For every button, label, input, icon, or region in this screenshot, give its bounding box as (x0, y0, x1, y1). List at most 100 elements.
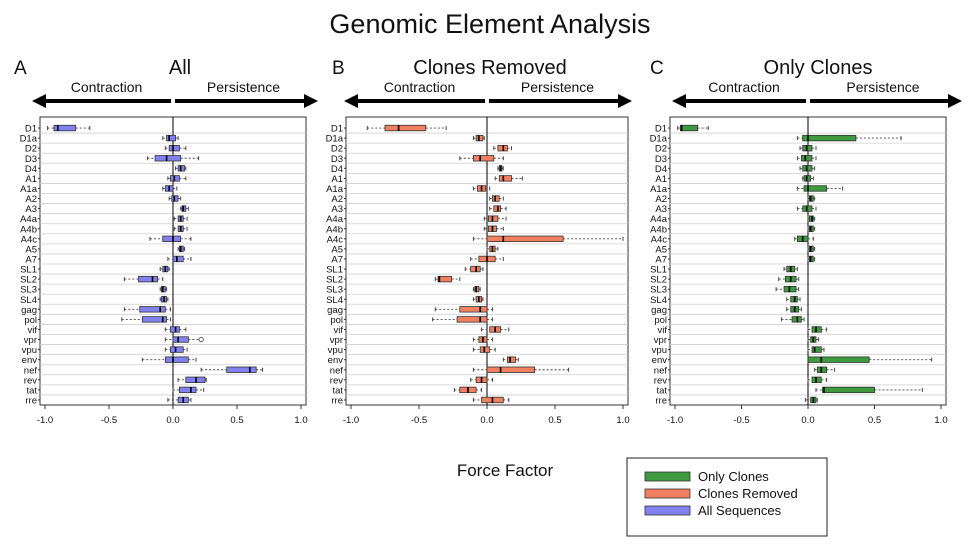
x-tick-label: -1.0 (37, 415, 53, 426)
category-label: nef (24, 365, 38, 376)
contraction-label: Contraction (71, 79, 143, 95)
box (456, 316, 488, 323)
category-label: env (22, 355, 38, 366)
category-label: SL4 (326, 295, 343, 306)
category-label: A4a (650, 214, 668, 225)
category-label: A1 (331, 174, 343, 185)
box (811, 346, 822, 353)
category-label: A5 (655, 244, 667, 255)
box (498, 175, 512, 182)
category-label: vpu (652, 345, 667, 356)
category-label: A1a (326, 184, 344, 195)
category-label: A1 (25, 174, 37, 185)
category-label: rev (654, 375, 667, 386)
category-label: vif (658, 325, 668, 336)
category-label: D3 (655, 154, 667, 165)
legend-label: Only Clones (698, 469, 769, 484)
x-tick-label: 0.0 (480, 415, 493, 426)
category-label: D1a (20, 134, 38, 145)
category-label: D4 (655, 164, 667, 175)
box (472, 155, 495, 162)
category-label: gag (327, 305, 343, 316)
category-label: D2 (655, 144, 667, 155)
x-tick-label: 0.5 (230, 415, 243, 426)
category-label: vpr (654, 335, 667, 346)
persistence-label: Persistence (207, 79, 280, 95)
box (53, 124, 77, 132)
x-tick-label: -1.0 (343, 415, 359, 426)
category-label: rev (24, 375, 37, 386)
category-label: vpr (330, 335, 343, 346)
box (172, 255, 184, 263)
category-label: SL3 (326, 285, 343, 296)
category-label: pol (330, 315, 343, 326)
box (141, 316, 167, 323)
category-label: rre (655, 395, 667, 406)
contraction-arrowhead (672, 94, 686, 108)
contraction-arrowhead (344, 94, 358, 108)
box (437, 275, 453, 283)
category-label: SL1 (326, 265, 343, 276)
category-label: D1 (655, 124, 667, 135)
category-label: D1 (331, 124, 343, 135)
category-label: tat (332, 385, 343, 396)
persistence-arrowhead (304, 94, 318, 108)
x-tick-label: -1.0 (667, 415, 683, 426)
legend-swatch (644, 488, 691, 499)
box (807, 356, 870, 363)
category-label: A2 (25, 194, 37, 205)
category-label: SL3 (650, 285, 667, 296)
x-tick-label: 1.0 (934, 415, 947, 426)
category-label: D2 (25, 144, 37, 155)
panel-title: Clones Removed (413, 57, 566, 79)
box (170, 346, 184, 353)
category-label: nef (330, 365, 344, 376)
box (166, 134, 176, 142)
x-tick-label: 1.0 (294, 415, 307, 426)
box (162, 235, 182, 242)
category-label: SL2 (326, 275, 343, 286)
x-axis-label: Force Factor (457, 461, 554, 480)
category-label: A5 (25, 244, 37, 255)
category-label: SL1 (650, 265, 667, 276)
box (138, 275, 159, 283)
box (154, 155, 182, 162)
category-label: vpu (328, 345, 343, 356)
legend-swatch (644, 505, 691, 516)
box (506, 356, 516, 363)
category-label: A4b (650, 224, 667, 235)
category-label: A4c (21, 234, 38, 245)
box (178, 386, 197, 394)
category-label: A3 (25, 204, 37, 215)
category-label: env (328, 355, 344, 366)
panels: A All Contraction Persistence -1.0 -0.5 0.0 0.5… (14, 57, 962, 426)
box (679, 124, 699, 132)
x-tick-label: -0.5 (411, 415, 427, 426)
contraction-arrowhead (32, 94, 46, 108)
category-label: A7 (331, 254, 343, 265)
category-label: D4 (25, 164, 37, 175)
category-label: gag (21, 305, 37, 316)
category-label: A3 (331, 204, 343, 215)
category-label: A4a (20, 214, 38, 225)
panel-letter: A (14, 58, 27, 79)
category-label: A1a (20, 184, 38, 195)
category-label: vif (28, 325, 38, 336)
legend-label: All Sequences (698, 503, 782, 518)
panel-letter: B (332, 58, 345, 79)
category-label: vpu (22, 345, 37, 356)
category-label: tat (656, 385, 667, 396)
panel-letter: C (650, 58, 664, 79)
x-tick-label: -0.5 (101, 415, 117, 426)
box (802, 134, 857, 142)
x-tick-label: 0.0 (801, 415, 814, 426)
box (172, 336, 189, 343)
box (168, 145, 180, 152)
category-label: SL4 (650, 295, 667, 306)
category-label: rre (25, 395, 37, 406)
category-label: SL4 (20, 295, 37, 306)
category-label: A4b (326, 224, 343, 235)
category-label: A7 (25, 254, 37, 265)
